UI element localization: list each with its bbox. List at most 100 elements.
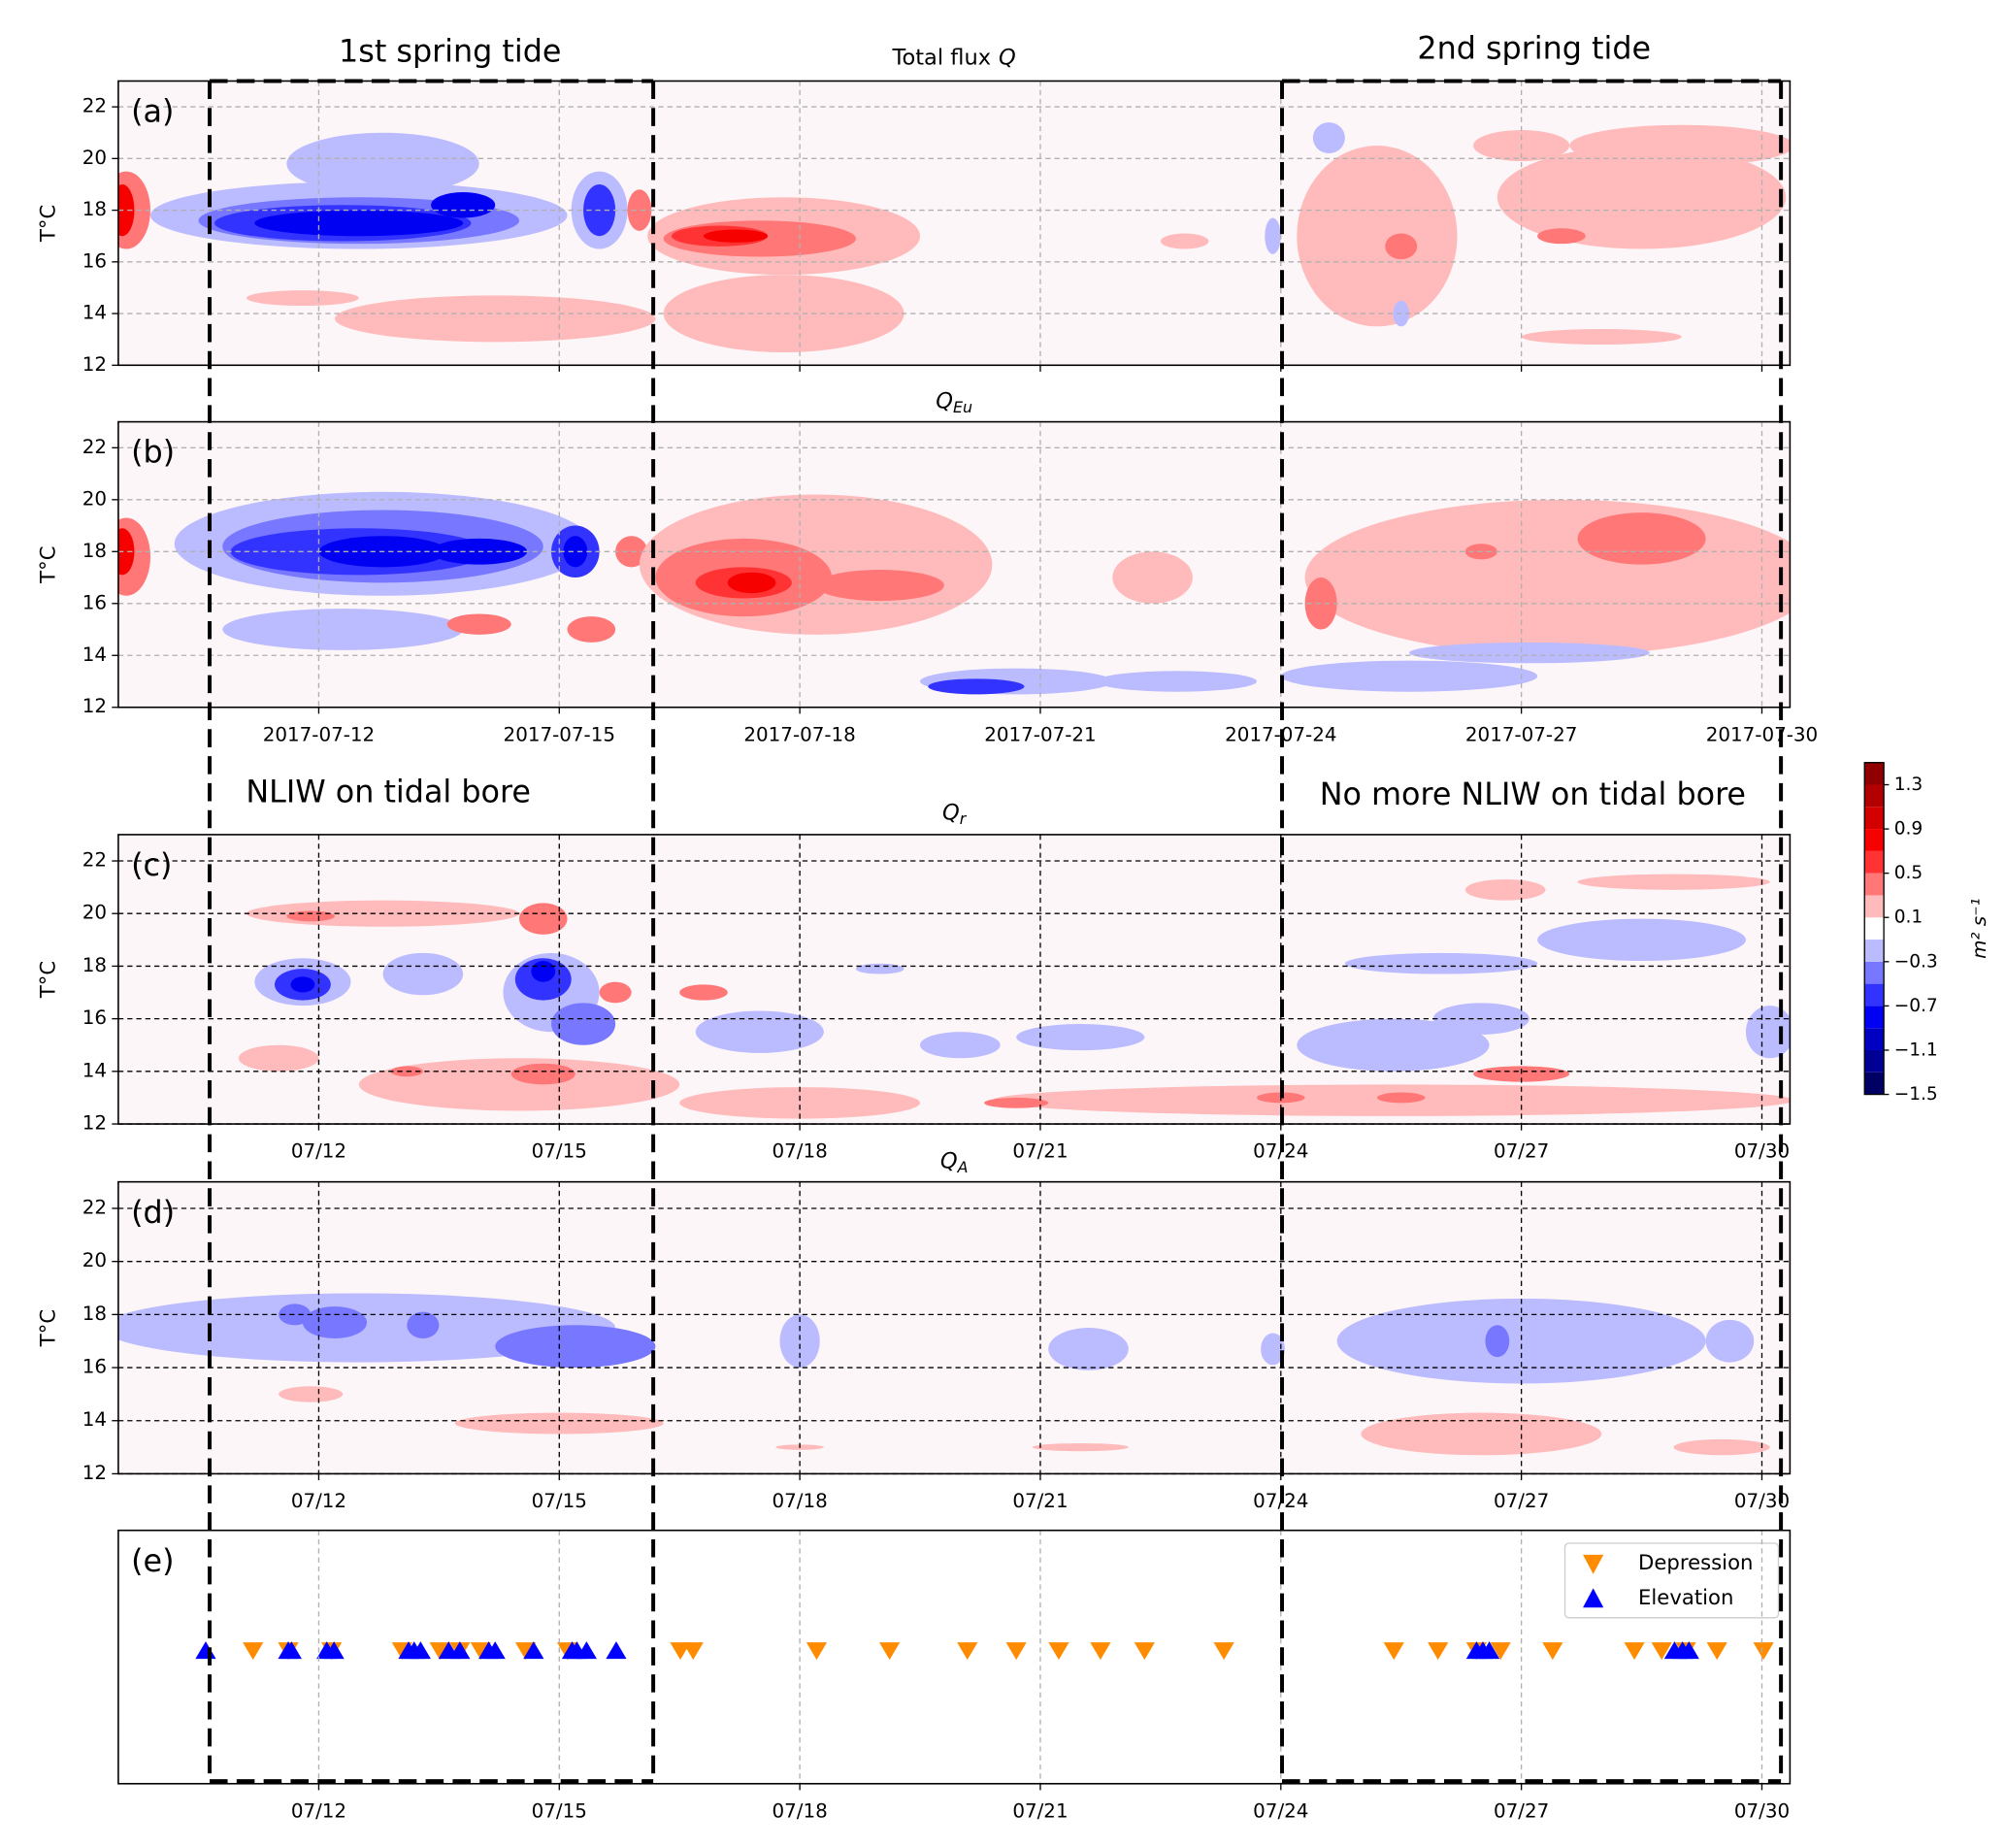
colorbar-frame xyxy=(1863,762,1885,1096)
title-variable: Q xyxy=(940,1148,958,1173)
plot-frame xyxy=(117,80,1792,367)
contour-region xyxy=(1485,1325,1510,1358)
x-tick-label: 2017-07-30 xyxy=(1706,723,1818,745)
contour-region xyxy=(117,528,135,576)
y-tick-label: 20 xyxy=(82,902,107,924)
y-tick-label: 12 xyxy=(82,695,107,717)
panel-title: Total flux Q xyxy=(892,45,1016,70)
contour-region xyxy=(1304,578,1337,630)
panel-title: QEu xyxy=(936,388,972,416)
event-marker xyxy=(484,1641,506,1660)
contour-region xyxy=(279,1386,344,1402)
event-marker xyxy=(243,1642,264,1661)
contour-region xyxy=(779,1314,820,1369)
event-marker xyxy=(606,1641,627,1660)
colorbar-band xyxy=(1864,1028,1885,1050)
contour-region xyxy=(382,952,464,996)
panel-label: (b) xyxy=(131,435,175,471)
event-marker xyxy=(1005,1642,1027,1661)
legend-label: Depression xyxy=(1638,1550,1753,1574)
colorbar-band xyxy=(1864,961,1885,984)
contour-field xyxy=(117,1293,1770,1456)
contour-region xyxy=(703,229,769,243)
colorbar-tick-label: 0.9 xyxy=(1894,819,1923,840)
event-marker xyxy=(1048,1642,1069,1661)
colorbar-band xyxy=(1864,1072,1885,1095)
y-tick-label: 22 xyxy=(82,436,107,458)
event-marker xyxy=(1490,1642,1511,1661)
contour-region xyxy=(1344,952,1538,974)
contour-region xyxy=(1361,1412,1602,1456)
event-marker xyxy=(806,1642,828,1661)
contour-region xyxy=(1473,1066,1570,1082)
colorbar-band xyxy=(1864,940,1885,962)
plot-background xyxy=(117,1530,1791,1784)
contour-region xyxy=(302,1306,368,1338)
y-tick-label: 16 xyxy=(82,591,107,613)
contour-region xyxy=(407,1311,440,1338)
x-tick-label: 07/12 xyxy=(291,1799,346,1822)
colorbar-tick-label: 0.1 xyxy=(1894,908,1923,928)
y-tick-label: 14 xyxy=(82,644,107,666)
title-subscript: Eu xyxy=(953,398,972,416)
first-spring-box xyxy=(207,79,656,1784)
title-variable: Q xyxy=(999,45,1016,70)
colorbar-band xyxy=(1864,895,1885,918)
event-marker xyxy=(575,1641,597,1660)
colorbar: −1.5 −1.1 −0.7 −0.3 0.1 0.5 0.9 1.3 xyxy=(1863,762,1938,1105)
x-tick-label: 2017-07-15 xyxy=(504,723,615,745)
event-marker xyxy=(429,1642,450,1661)
x-tick-label: 07/21 xyxy=(1012,1140,1068,1163)
event-marker xyxy=(1090,1642,1111,1661)
colorbar-band xyxy=(1864,1006,1885,1029)
contour-region xyxy=(290,976,315,993)
colorbar-band xyxy=(1864,784,1885,808)
panel-label: (c) xyxy=(131,847,172,883)
y-tick-label: 22 xyxy=(82,95,107,117)
colorbar-label: m² s⁻¹ xyxy=(1968,898,1990,958)
x-tick-label: 07/21 xyxy=(1012,1799,1068,1822)
y-tick-label: 22 xyxy=(82,849,107,872)
x-tick-label: 07/18 xyxy=(773,1799,828,1822)
contour-region xyxy=(1641,1325,1674,1358)
x-tick-label: 07/21 xyxy=(1012,1490,1068,1512)
spring-tide-boxes xyxy=(207,79,1784,1784)
contour-region xyxy=(1537,918,1746,962)
contour-region xyxy=(1032,1442,1129,1452)
event-marker xyxy=(1624,1642,1645,1661)
contour-region xyxy=(1376,1092,1426,1104)
panels: 12 14 16 18 20 22 T°C (a) Total flux Q 12 14 16 18 20 2… xyxy=(35,45,1818,1822)
contour-region xyxy=(279,1304,312,1326)
title-variable: Q xyxy=(936,388,953,413)
event-marker xyxy=(1213,1642,1234,1661)
contour-region xyxy=(1569,124,1791,167)
annotation: 1st spring tide xyxy=(339,33,561,69)
contour-region xyxy=(855,963,904,974)
contour-region xyxy=(431,191,496,218)
event-marker xyxy=(523,1641,544,1660)
colorbar-tick-label: 0.5 xyxy=(1894,863,1923,883)
title-text: Total flux xyxy=(892,45,992,70)
x-tick-label: 07/12 xyxy=(291,1140,346,1163)
event-marker xyxy=(323,1641,345,1660)
contour-region xyxy=(1096,671,1258,692)
contour-region xyxy=(1304,499,1791,656)
panel-label: (a) xyxy=(131,94,174,130)
contour-region xyxy=(518,903,568,935)
contour-region xyxy=(117,1293,616,1363)
colorbar-band xyxy=(1864,1049,1885,1072)
event-marker xyxy=(410,1641,431,1660)
colorbar-band xyxy=(1864,807,1885,830)
title-subscript: A xyxy=(957,1158,969,1176)
x-tick-label: 2017-07-12 xyxy=(263,723,375,745)
contour-region xyxy=(1537,228,1586,245)
y-tick-label: 18 xyxy=(82,540,107,562)
contour-region xyxy=(1261,1333,1285,1366)
contour-region xyxy=(551,1003,616,1045)
contour-region xyxy=(531,961,556,982)
x-tick-label: 07/15 xyxy=(532,1490,587,1512)
event-marker xyxy=(879,1642,901,1661)
contour-region xyxy=(254,210,464,237)
y-tick-label: 20 xyxy=(82,487,107,510)
